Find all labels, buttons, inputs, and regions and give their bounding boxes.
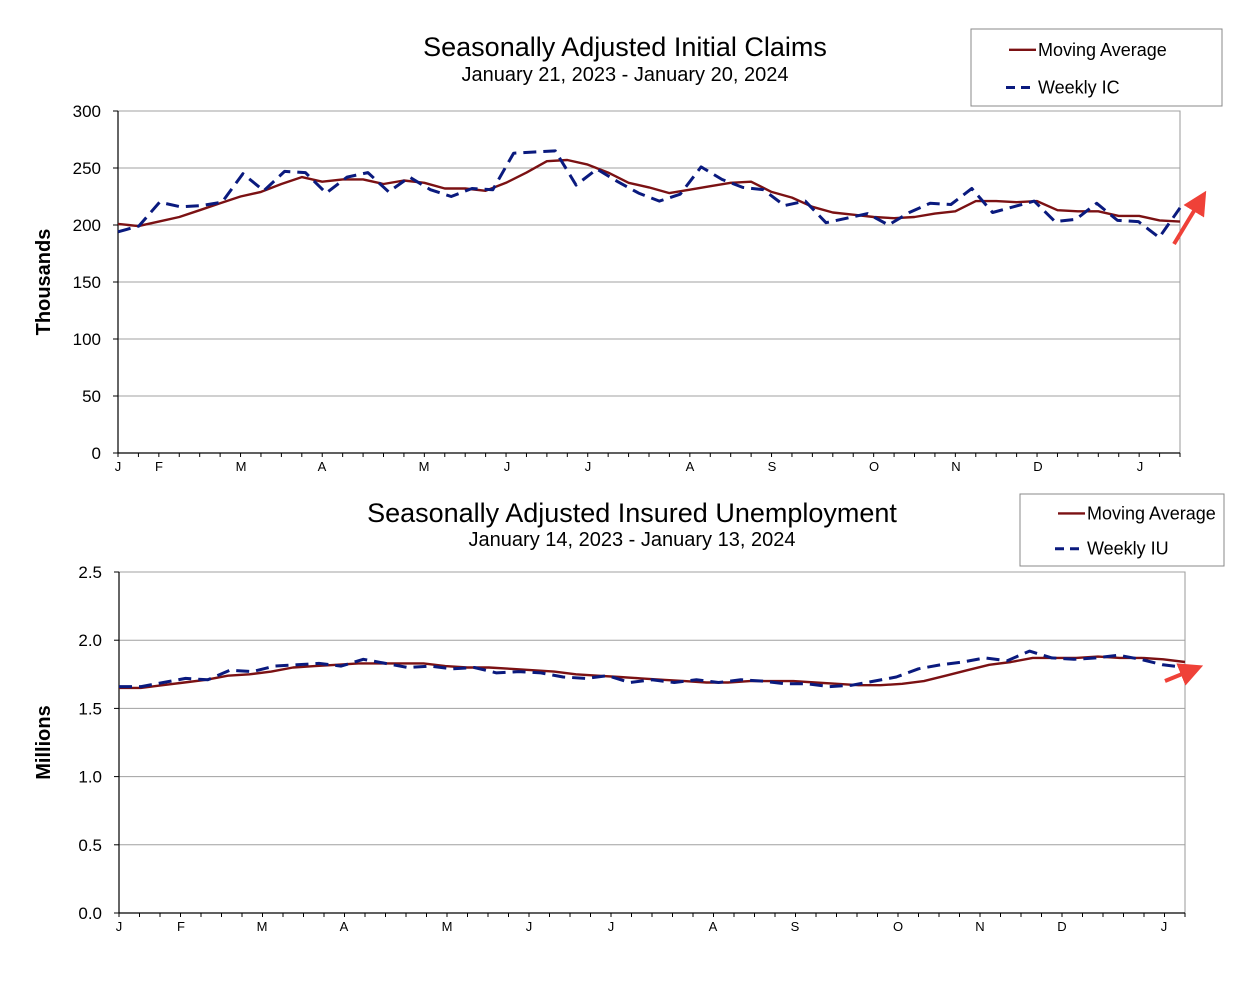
series-moving-average-line (119, 655, 1186, 690)
x-month-label: M (419, 459, 430, 474)
x-month-label: A (340, 919, 349, 934)
x-month-label: J (1137, 459, 1144, 474)
legend-box (970, 28, 1223, 107)
y-tick-label: 0 (92, 444, 101, 463)
x-month-label: J (1161, 919, 1168, 934)
y-tick-label: 2.5 (78, 563, 102, 582)
y-tick-label: 150 (73, 273, 101, 292)
x-month-label: M (236, 459, 247, 474)
legend-label: Moving Average (1038, 40, 1167, 60)
x-month-label: J (115, 459, 122, 474)
x-month-label: S (791, 919, 800, 934)
legend-label: Moving Average (1087, 503, 1216, 523)
y-tick-label: 1.0 (78, 768, 102, 787)
y-axis-label: Millions (33, 705, 55, 779)
series-weekly-line (119, 649, 1186, 689)
y-tick-label: 0.5 (78, 836, 102, 855)
x-month-label: A (709, 919, 718, 934)
chart-subtitle: January 14, 2023 - January 13, 2024 (469, 529, 796, 551)
legend-label: Weekly IU (1087, 539, 1169, 559)
x-month-label: J (504, 459, 511, 474)
chart-1: Seasonally Adjusted Initial ClaimsJanuar… (33, 28, 1223, 474)
x-month-label: N (951, 459, 960, 474)
x-month-label: J (585, 459, 592, 474)
x-month-label: S (768, 459, 777, 474)
y-tick-label: 2.0 (78, 631, 102, 650)
x-month-label: J (526, 919, 533, 934)
y-tick-label: 250 (73, 159, 101, 178)
x-month-label: F (155, 459, 163, 474)
chart-subtitle: January 21, 2023 - January 20, 2024 (462, 64, 789, 86)
chart-title: Seasonally Adjusted Initial Claims (423, 32, 827, 62)
x-month-label: O (869, 459, 879, 474)
trend-arrow-icon (1172, 190, 1207, 246)
x-month-label: D (1033, 459, 1042, 474)
x-month-label: J (116, 919, 123, 934)
plot-area (118, 571, 1186, 914)
legend: Moving Average Weekly IC (970, 28, 1223, 107)
x-month-label: N (975, 919, 984, 934)
legend: Moving Average Weekly IU (1019, 493, 1225, 567)
y-tick-label: 300 (73, 102, 101, 121)
y-axis-label: Thousands (33, 229, 55, 336)
x-month-label: M (442, 919, 453, 934)
trend-arrow-icon (1164, 663, 1204, 686)
legend-box (1019, 493, 1225, 567)
series-moving-average-line (117, 158, 1181, 228)
x-month-label: D (1057, 919, 1066, 934)
x-month-label: A (318, 459, 327, 474)
y-tick-label: 1.5 (78, 699, 102, 718)
chart-title: Seasonally Adjusted Insured Unemployment (367, 498, 897, 528)
y-tick-label: 100 (73, 330, 101, 349)
y-tick-label: 200 (73, 216, 101, 235)
x-month-label: M (257, 919, 268, 934)
x-month-label: A (686, 459, 695, 474)
y-tick-label: 50 (82, 387, 101, 406)
x-month-label: J (608, 919, 615, 934)
x-month-label: F (177, 919, 185, 934)
chart-2: Seasonally Adjusted Insured Unemployment… (33, 493, 1225, 934)
legend-label: Weekly IC (1038, 78, 1120, 98)
x-month-label: O (893, 919, 903, 934)
y-tick-label: 0.0 (78, 904, 102, 923)
